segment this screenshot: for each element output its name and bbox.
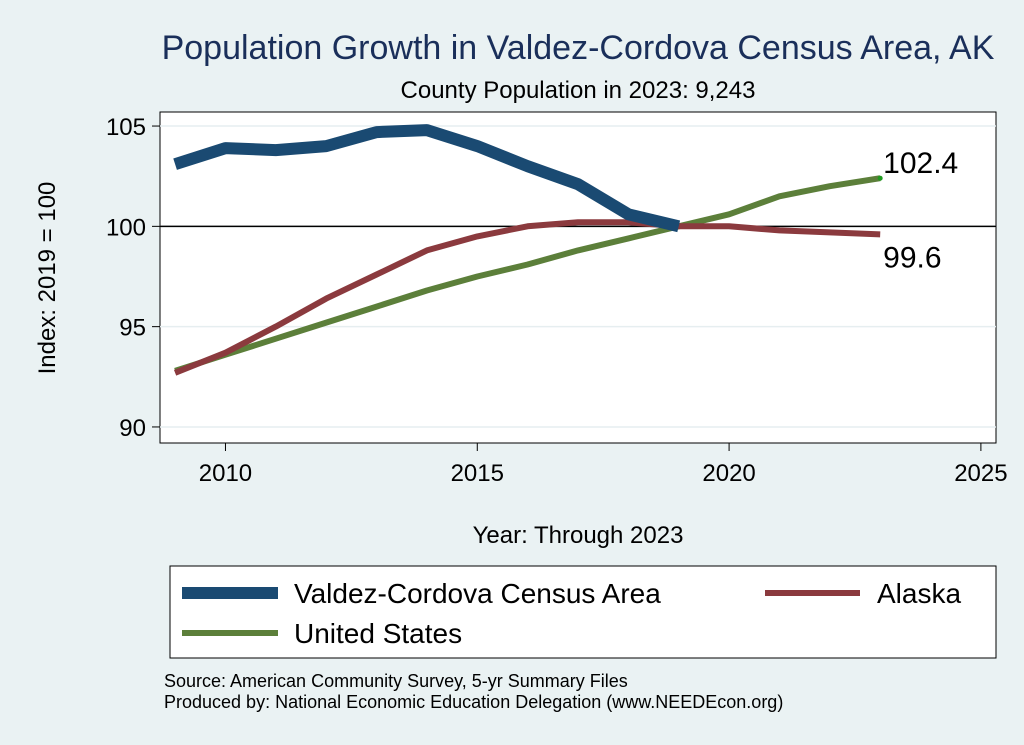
y-tick-label-90: 90: [119, 415, 146, 442]
legend: Valdez-Cordova Census Area Alaska United…: [169, 565, 997, 659]
footer: Source: American Community Survey, 5-yr …: [164, 671, 783, 713]
end-labels: 102.4 99.6: [883, 147, 958, 274]
legend-label-alaska: Alaska: [877, 578, 961, 609]
series-end-marker-united-states: [877, 175, 883, 181]
producer-note: Produced by: National Economic Education…: [164, 692, 784, 712]
y-axis: 90 95 100 105: [106, 114, 160, 442]
series-line-valdez-cordova-census-area: [173, 124, 681, 233]
x-axis-label: Year: Through 2023: [473, 522, 684, 549]
chart-title: Population Growth in Valdez-Cordova Cens…: [162, 29, 995, 67]
x-tick-label-2010: 2010: [199, 460, 252, 487]
source-note: Source: American Community Survey, 5-yr …: [164, 671, 628, 691]
legend-label-valdez-cordova: Valdez-Cordova Census Area: [294, 578, 661, 609]
series-line-united-states: [174, 175, 881, 374]
chart-subtitle: County Population in 2023: 9,243: [401, 77, 756, 104]
x-tick-label-2015: 2015: [451, 460, 504, 487]
x-tick-label-2025: 2025: [954, 460, 1007, 487]
y-tick-label-100: 100: [106, 214, 146, 241]
plot-area: [159, 111, 997, 444]
y-tick-label-95: 95: [119, 315, 146, 342]
y-axis-label: Index: 2019 = 100: [34, 182, 61, 375]
end-label-alaska: 99.6: [883, 241, 941, 274]
series-layer: [173, 124, 883, 376]
end-label-united-states: 102.4: [883, 147, 958, 180]
legend-box: [169, 565, 997, 659]
y-tick-label-105: 105: [106, 114, 146, 141]
legend-label-united-states: United States: [294, 618, 462, 649]
x-tick-label-2020: 2020: [702, 460, 755, 487]
x-axis: 2010 2015 2020 2025: [160, 442, 1008, 487]
series-line-alaska: [173, 219, 881, 376]
